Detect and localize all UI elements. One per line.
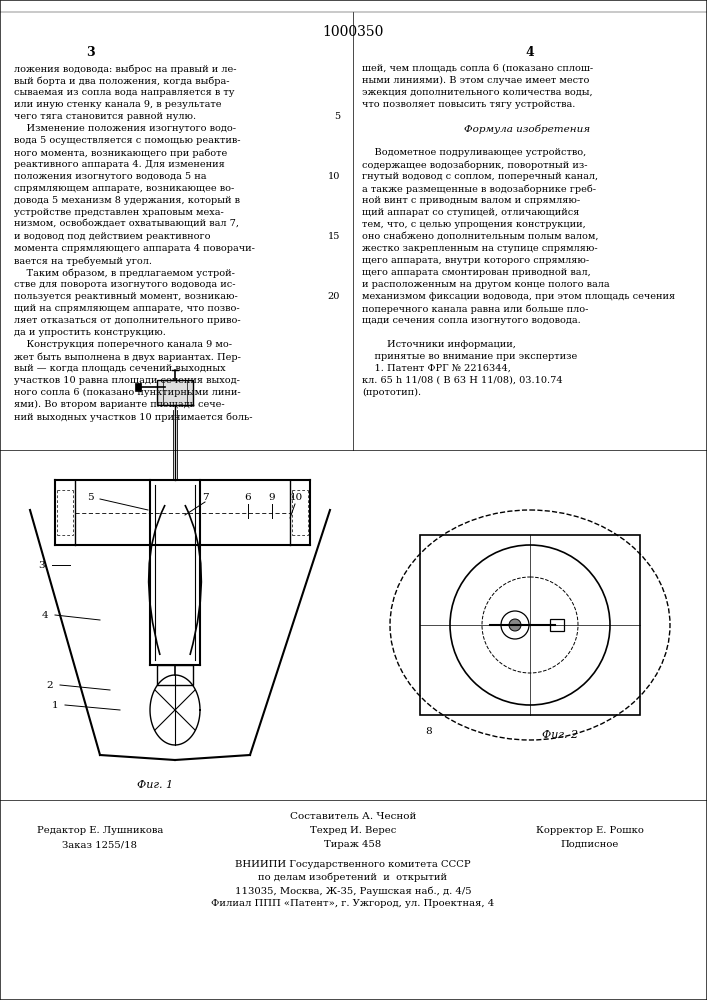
Text: гнутый водовод с соплом, поперечный канал,: гнутый водовод с соплом, поперечный кана… xyxy=(362,172,598,181)
Text: 113035, Москва, Ж-35, Раушская наб., д. 4/5: 113035, Москва, Ж-35, Раушская наб., д. … xyxy=(235,886,472,896)
Text: (прототип).: (прототип). xyxy=(362,388,421,397)
Text: 7: 7 xyxy=(201,492,209,502)
Text: 8: 8 xyxy=(425,727,432,736)
Text: 6: 6 xyxy=(245,492,251,502)
Text: ными линиями). В этом случае имеет место: ными линиями). В этом случае имеет место xyxy=(362,76,590,85)
Text: и водовод под действием реактивного: и водовод под действием реактивного xyxy=(14,232,211,241)
Text: вода 5 осуществляется с помощью реактив-: вода 5 осуществляется с помощью реактив- xyxy=(14,136,240,145)
Text: тем, что, с целью упрощения конструкции,: тем, что, с целью упрощения конструкции, xyxy=(362,220,586,229)
Text: 15: 15 xyxy=(327,232,340,241)
Text: щий аппарат со ступицей, отличающийся: щий аппарат со ступицей, отличающийся xyxy=(362,208,579,217)
Text: Корректор Е. Рошко: Корректор Е. Рошко xyxy=(536,826,644,835)
Text: ВНИИПИ Государственного комитета СССР: ВНИИПИ Государственного комитета СССР xyxy=(235,860,471,869)
Text: 4: 4 xyxy=(525,45,534,58)
Text: а также размещенные в водозаборнике греб-: а также размещенные в водозаборнике греб… xyxy=(362,184,596,194)
Text: Составитель А. Чесной: Составитель А. Чесной xyxy=(290,812,416,821)
Text: по делам изобретений  и  открытий: по делам изобретений и открытий xyxy=(259,873,448,882)
Text: участков 10 равна площади сечения выход-: участков 10 равна площади сечения выход- xyxy=(14,376,240,385)
Text: шей, чем площадь сопла 6 (показано сплош-: шей, чем площадь сопла 6 (показано сплош… xyxy=(362,64,593,73)
Text: чего тяга становится равной нулю.: чего тяга становится равной нулю. xyxy=(14,112,196,121)
Bar xyxy=(550,619,564,631)
Text: 1: 1 xyxy=(52,700,58,710)
Text: 1000350: 1000350 xyxy=(322,25,384,39)
Text: ями). Во втором варианте площадь сече-: ями). Во втором варианте площадь сече- xyxy=(14,400,225,409)
Bar xyxy=(157,665,193,685)
Text: реактивного аппарата 4. Для изменения: реактивного аппарата 4. Для изменения xyxy=(14,160,225,169)
Text: ложения водовода: выброс на правый и ле-: ложения водовода: выброс на правый и ле- xyxy=(14,64,237,74)
Text: вается на требуемый угол.: вается на требуемый угол. xyxy=(14,256,152,265)
Text: щади сечения сопла изогнутого водовода.: щади сечения сопла изогнутого водовода. xyxy=(362,316,580,325)
Text: Изменение положения изогнутого водо-: Изменение положения изогнутого водо- xyxy=(14,124,236,133)
Text: ной винт с приводным валом и спрямляю-: ной винт с приводным валом и спрямляю- xyxy=(362,196,580,205)
Bar xyxy=(163,380,187,405)
Text: ний выходных участков 10 принимается боль-: ний выходных участков 10 принимается бол… xyxy=(14,412,252,422)
Text: положения изогнутого водовода 5 на: положения изогнутого водовода 5 на xyxy=(14,172,206,181)
Text: жестко закрепленным на ступице спрямляю-: жестко закрепленным на ступице спрямляю- xyxy=(362,244,597,253)
Text: 5: 5 xyxy=(334,112,340,121)
Bar xyxy=(420,535,640,715)
Text: 3: 3 xyxy=(86,45,94,58)
Text: щий на спрямляющем аппарате, что позво-: щий на спрямляющем аппарате, что позво- xyxy=(14,304,240,313)
Text: жет быть выполнена в двух вариантах. Пер-: жет быть выполнена в двух вариантах. Пер… xyxy=(14,352,241,361)
Text: Фиг. 1: Фиг. 1 xyxy=(137,780,173,790)
Text: кл. 65 h 11/08 ( B 63 H 11/08), 03.10.74: кл. 65 h 11/08 ( B 63 H 11/08), 03.10.74 xyxy=(362,376,563,385)
Text: поперечного канала равна или больше пло-: поперечного канала равна или больше пло- xyxy=(362,304,588,314)
Text: 2: 2 xyxy=(47,680,53,690)
Text: Источники информации,: Источники информации, xyxy=(362,340,516,349)
Text: принятые во внимание при экспертизе: принятые во внимание при экспертизе xyxy=(362,352,577,361)
Text: щего аппарата, внутри которого спрямляю-: щего аппарата, внутри которого спрямляю- xyxy=(362,256,589,265)
Text: щего аппарата смонтирован приводной вал,: щего аппарата смонтирован приводной вал, xyxy=(362,268,591,277)
Text: или иную стенку канала 9, в результате: или иную стенку канала 9, в результате xyxy=(14,100,221,109)
Bar xyxy=(135,383,141,391)
Text: Таким образом, в предлагаемом устрой-: Таким образом, в предлагаемом устрой- xyxy=(14,268,235,277)
Text: 20: 20 xyxy=(327,292,340,301)
Text: Фиг. 2: Фиг. 2 xyxy=(542,730,578,740)
Text: 10: 10 xyxy=(327,172,340,181)
Text: Тираж 458: Тираж 458 xyxy=(325,840,382,849)
Text: содержащее водозаборник, поворотный из-: содержащее водозаборник, поворотный из- xyxy=(362,160,588,169)
Text: Редактор Е. Лушникова: Редактор Е. Лушникова xyxy=(37,826,163,835)
Bar xyxy=(157,380,193,405)
Text: устройстве представлен храповым меха-: устройстве представлен храповым меха- xyxy=(14,208,223,217)
Text: Техред И. Верес: Техред И. Верес xyxy=(310,826,396,835)
Text: механизмом фиксации водовода, при этом площадь сечения: механизмом фиксации водовода, при этом п… xyxy=(362,292,675,301)
Text: да и упростить конструкцию.: да и упростить конструкцию. xyxy=(14,328,166,337)
Text: ляет отказаться от дополнительного приво-: ляет отказаться от дополнительного приво… xyxy=(14,316,240,325)
Text: 4: 4 xyxy=(42,610,48,619)
Text: стве для поворота изогнутого водовода ис-: стве для поворота изогнутого водовода ис… xyxy=(14,280,235,289)
Text: Формула изобретения: Формула изобретения xyxy=(464,124,590,133)
Text: и расположенным на другом конце полого вала: и расположенным на другом конце полого в… xyxy=(362,280,609,289)
Text: 3: 3 xyxy=(39,560,45,570)
Text: спрямляющем аппарате, возникающее во-: спрямляющем аппарате, возникающее во- xyxy=(14,184,234,193)
Text: Заказ 1255/18: Заказ 1255/18 xyxy=(62,840,137,849)
Text: низмом, освобождает охватывающий вал 7,: низмом, освобождает охватывающий вал 7, xyxy=(14,220,239,229)
Text: вый — когда площадь сечений выходных: вый — когда площадь сечений выходных xyxy=(14,364,226,373)
Text: Конструкция поперечного канала 9 мо-: Конструкция поперечного канала 9 мо- xyxy=(14,340,232,349)
Text: 9: 9 xyxy=(269,492,275,502)
Text: момента спрямляющего аппарата 4 поворачи-: момента спрямляющего аппарата 4 поворачи… xyxy=(14,244,255,253)
Text: ного сопла 6 (показано пунктирными лини-: ного сопла 6 (показано пунктирными лини- xyxy=(14,388,240,397)
Text: 1. Патент ФРГ № 2216344,: 1. Патент ФРГ № 2216344, xyxy=(362,364,511,373)
Text: довода 5 механизм 8 удержания, который в: довода 5 механизм 8 удержания, который в xyxy=(14,196,240,205)
Text: оно снабжено дополнительным полым валом,: оно снабжено дополнительным полым валом, xyxy=(362,232,599,241)
Text: Филиал ППП «Патент», г. Ужгород, ул. Проектная, 4: Филиал ППП «Патент», г. Ужгород, ул. Про… xyxy=(211,899,495,908)
Text: Водометное подруливающее устройство,: Водометное подруливающее устройство, xyxy=(362,148,586,157)
Text: 10: 10 xyxy=(289,492,303,502)
Text: эжекция дополнительного количества воды,: эжекция дополнительного количества воды, xyxy=(362,88,592,97)
Text: вый борта и два положения, когда выбра-: вый борта и два положения, когда выбра- xyxy=(14,76,230,86)
Text: 5: 5 xyxy=(87,492,93,502)
Text: сываемая из сопла вода направляется в ту: сываемая из сопла вода направляется в ту xyxy=(14,88,235,97)
Text: что позволяет повысить тягу устройства.: что позволяет повысить тягу устройства. xyxy=(362,100,575,109)
Circle shape xyxy=(509,619,521,631)
Text: пользуется реактивный момент, возникаю-: пользуется реактивный момент, возникаю- xyxy=(14,292,238,301)
Text: ного момента, возникающего при работе: ного момента, возникающего при работе xyxy=(14,148,227,157)
Text: Подписное: Подписное xyxy=(561,840,619,849)
